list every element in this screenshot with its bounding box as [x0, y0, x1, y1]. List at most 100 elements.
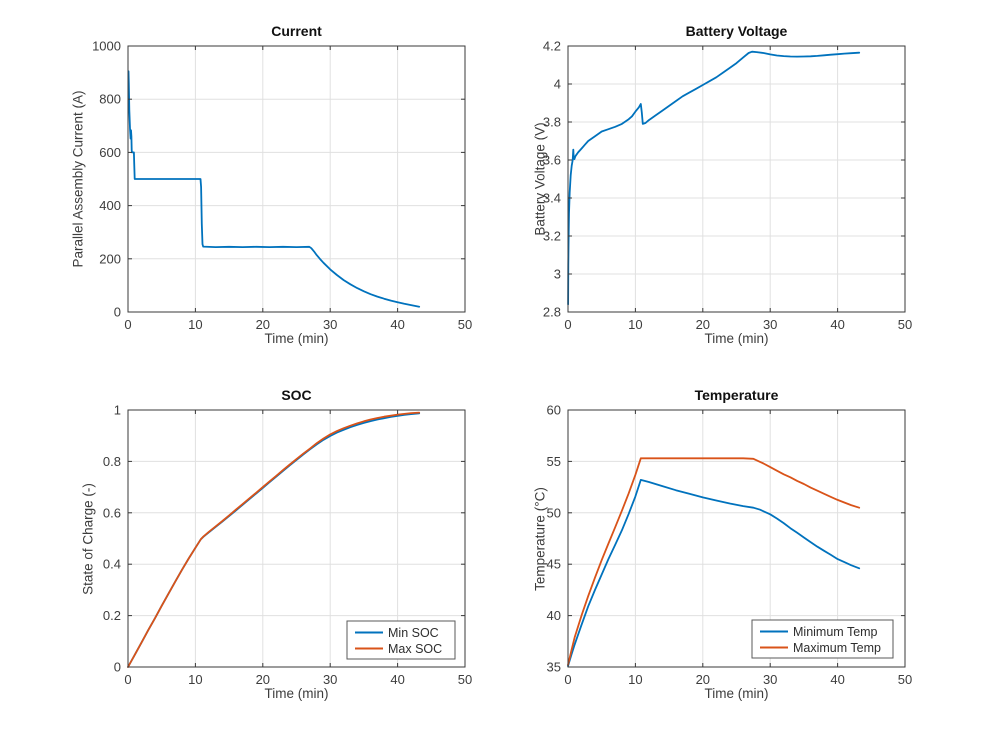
x-tick-labels: 0 10 20 30 40 50 — [124, 317, 472, 332]
y-tick-label: 200 — [99, 251, 121, 266]
tick-marks — [127, 45, 466, 313]
y-tick-label: 0.6 — [103, 505, 121, 520]
series-parallel-assembly-current — [127, 70, 421, 308]
y-tick-label: 0.4 — [103, 557, 121, 572]
y-tick-label: 55 — [547, 454, 561, 469]
series-group — [567, 50, 861, 306]
legend-label: Min SOC — [388, 626, 439, 640]
y-tick-label: 400 — [99, 198, 121, 213]
x-axis-label-battery-voltage: Time (min) — [704, 331, 769, 346]
y-tick-labels: 2.8 3 3.2 3.4 3.6 3.8 4 4.2 — [543, 39, 561, 320]
y-tick-label: 45 — [547, 557, 561, 572]
plot-area-battery-voltage: 0 10 20 30 40 50 2.8 3 3.2 3.4 3.6 3.8 4 4.2 — [543, 39, 912, 333]
y-tick-label: 3.8 — [543, 115, 561, 130]
series-max-soc — [127, 411, 421, 668]
x-tick-label: 30 — [323, 672, 337, 687]
y-tick-label: 4.2 — [543, 39, 561, 54]
legend-label: Minimum Temp — [793, 625, 878, 639]
x-tick-label: 20 — [696, 672, 710, 687]
plot-area-soc: 0 10 20 30 40 50 0 0.2 0.4 0.6 0.8 1 Min SOC Max SOC — [103, 403, 472, 688]
y-tick-label: 4 — [554, 77, 561, 92]
tick-marks — [567, 45, 906, 313]
series-battery-voltage — [567, 50, 861, 306]
legend: Min SOC Max SOC — [346, 620, 456, 660]
legend-label: Maximum Temp — [793, 641, 881, 655]
x-tick-label: 50 — [898, 317, 912, 332]
y-tick-label: 3.6 — [543, 153, 561, 168]
x-tick-label: 50 — [458, 317, 472, 332]
y-tick-label: 1 — [114, 403, 121, 418]
x-tick-labels: 0 10 20 30 40 50 — [564, 672, 912, 687]
x-axis-label-temperature: Time (min) — [704, 686, 769, 701]
x-tick-label: 40 — [830, 672, 844, 687]
y-tick-label: 0 — [114, 305, 121, 320]
chart-title-battery-voltage: Battery Voltage — [685, 23, 788, 39]
x-tick-label: 40 — [390, 317, 404, 332]
y-tick-label: 2.8 — [543, 305, 561, 320]
chart-title-soc: SOC — [281, 387, 312, 403]
x-tick-label: 0 — [564, 317, 571, 332]
legend: Minimum Temp Maximum Temp — [751, 619, 894, 659]
tick-marks — [567, 409, 906, 668]
x-tick-label: 20 — [256, 672, 270, 687]
y-tick-label: 50 — [547, 505, 561, 520]
x-tick-label: 10 — [188, 317, 202, 332]
y-tick-label: 35 — [547, 660, 561, 675]
legend-box — [346, 620, 456, 660]
legend-box — [751, 619, 894, 659]
x-tick-label: 20 — [256, 317, 270, 332]
x-tick-label: 50 — [898, 672, 912, 687]
y-tick-label: 0.8 — [103, 454, 121, 469]
subplot-battery-voltage: Battery Voltage Battery Voltage (V) 0 10 2… — [500, 0, 1000, 375]
y-tick-label: 3.4 — [543, 191, 561, 206]
chart-title-temperature: Temperature — [694, 387, 779, 403]
axes-frame — [127, 409, 466, 668]
x-axis-label-soc: Time (min) — [264, 686, 329, 701]
x-tick-label: 0 — [124, 672, 131, 687]
subplot-temperature: Temperature Temperature (°C) 0 10 20 30 40 50… — [500, 375, 1000, 750]
x-axis-label-current: Time (min) — [264, 331, 329, 346]
grid-lines — [567, 45, 906, 313]
series-maximum-temp — [567, 457, 861, 666]
subplot-soc: SOC State of Charge (-) 0 10 20 30 40 50 0 0.2 0… — [0, 375, 500, 750]
y-tick-label: 3.2 — [543, 229, 561, 244]
x-tick-label: 50 — [458, 672, 472, 687]
y-tick-label: 0.2 — [103, 608, 121, 623]
series-group — [127, 411, 421, 668]
x-tick-label: 40 — [830, 317, 844, 332]
x-tick-label: 30 — [763, 672, 777, 687]
chart-title-current: Current — [271, 23, 322, 39]
y-tick-label: 60 — [547, 403, 561, 418]
x-tick-label: 0 — [564, 672, 571, 687]
series-minimum-temp — [567, 479, 861, 667]
x-tick-labels: 0 10 20 30 40 50 — [124, 672, 472, 687]
y-tick-label: 1000 — [92, 39, 121, 54]
y-tick-label: 3 — [554, 267, 561, 282]
plot-area-current: 0 10 20 30 40 50 0 200 400 600 800 1000 — [92, 39, 472, 333]
y-tick-labels: 0 200 400 600 800 1000 — [92, 39, 121, 320]
axes-frame — [127, 45, 466, 313]
y-tick-label: 800 — [99, 92, 121, 107]
y-tick-labels: 0 0.2 0.4 0.6 0.8 1 — [103, 403, 121, 675]
series-group — [127, 70, 421, 308]
x-tick-labels: 0 10 20 30 40 50 — [564, 317, 912, 332]
legend-label: Max SOC — [388, 642, 442, 656]
x-tick-label: 30 — [323, 317, 337, 332]
y-tick-label: 40 — [547, 608, 561, 623]
x-tick-label: 40 — [390, 672, 404, 687]
y-tick-label: 600 — [99, 145, 121, 160]
x-tick-label: 10 — [628, 317, 642, 332]
series-group — [567, 457, 861, 667]
plot-area-temperature: 0 10 20 30 40 50 35 40 45 50 55 60 Minimum Temp Maxim… — [547, 403, 913, 688]
axes-frame — [567, 45, 906, 313]
tick-marks — [127, 409, 466, 668]
axes-frame — [567, 409, 906, 668]
y-tick-label: 0 — [114, 660, 121, 675]
x-tick-label: 20 — [696, 317, 710, 332]
x-tick-label: 30 — [763, 317, 777, 332]
y-tick-labels: 35 40 45 50 55 60 — [547, 403, 561, 675]
x-tick-label: 0 — [124, 317, 131, 332]
x-tick-label: 10 — [188, 672, 202, 687]
